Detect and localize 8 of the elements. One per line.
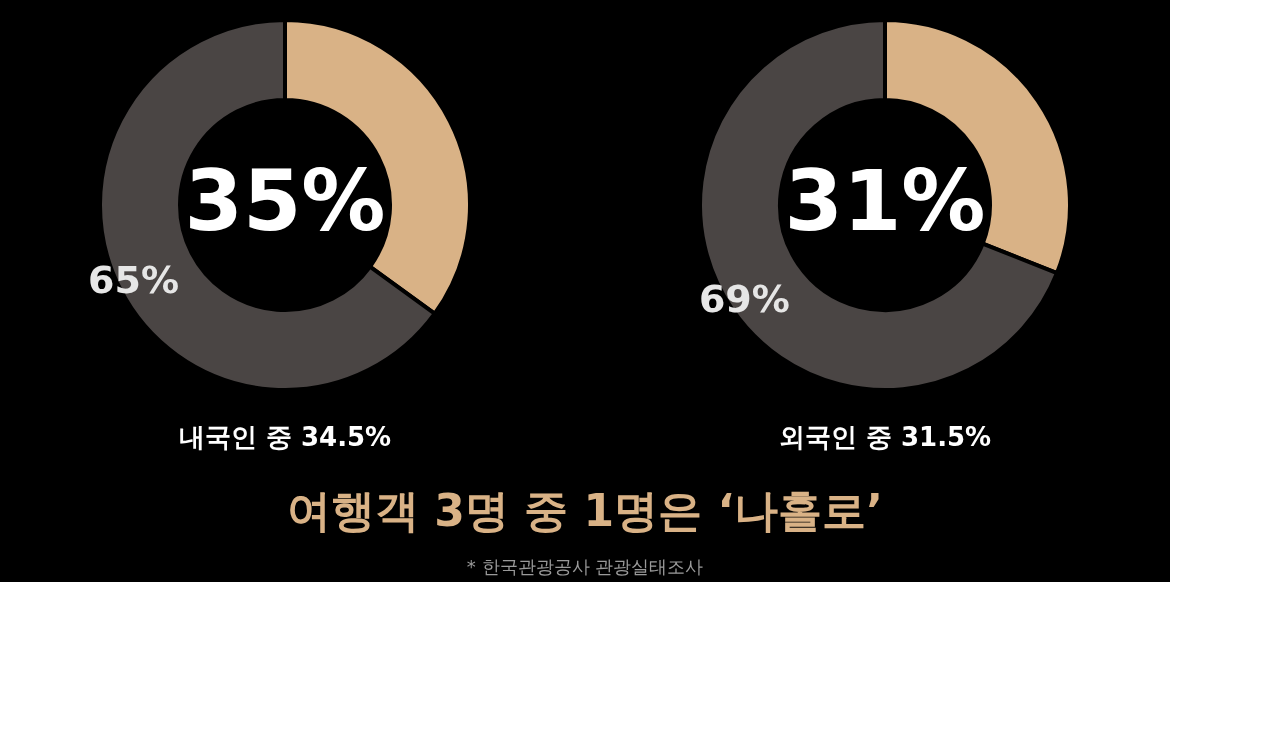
data-label: 65%	[88, 258, 180, 303]
data-label: 31%	[784, 152, 986, 250]
data-label: 69%	[698, 276, 790, 321]
text: 외국인 중 31.5%	[778, 422, 992, 452]
text: * 한국관광공사 관광실태조사	[466, 556, 704, 577]
data-label: 35%	[184, 152, 386, 250]
text: 여행객 3명 중 1명은 ‘나홀로’	[287, 485, 883, 536]
text: 내국인 중 34.5%	[178, 422, 392, 452]
